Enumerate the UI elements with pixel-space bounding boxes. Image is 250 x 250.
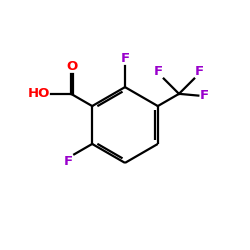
- Text: F: F: [195, 64, 204, 78]
- Text: F: F: [154, 64, 163, 78]
- Text: O: O: [66, 60, 78, 73]
- Text: F: F: [120, 52, 130, 65]
- Text: F: F: [64, 155, 73, 168]
- Text: HO: HO: [28, 87, 50, 100]
- Text: F: F: [199, 89, 208, 102]
